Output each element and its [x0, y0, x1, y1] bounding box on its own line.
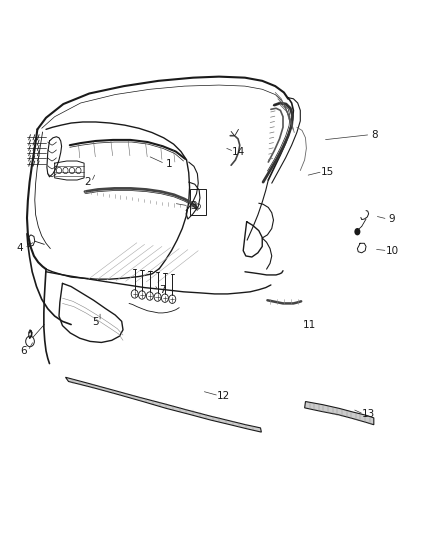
Text: 14: 14	[232, 147, 245, 157]
Text: 13: 13	[361, 409, 375, 419]
Text: 5: 5	[92, 317, 99, 327]
Text: 2: 2	[84, 177, 90, 187]
Polygon shape	[304, 401, 374, 425]
Text: 10: 10	[385, 246, 399, 256]
Circle shape	[354, 228, 360, 236]
Text: 1: 1	[166, 159, 173, 168]
Text: 12: 12	[217, 391, 230, 401]
Text: 8: 8	[371, 130, 378, 140]
Text: 4: 4	[17, 243, 23, 253]
Polygon shape	[66, 377, 261, 432]
Text: 11: 11	[303, 319, 316, 329]
Text: 6: 6	[20, 346, 27, 356]
Text: 15: 15	[321, 166, 334, 176]
Text: 7: 7	[159, 285, 166, 295]
Text: 9: 9	[389, 214, 395, 224]
Bar	[190, 190, 206, 215]
Text: 3: 3	[190, 201, 196, 211]
